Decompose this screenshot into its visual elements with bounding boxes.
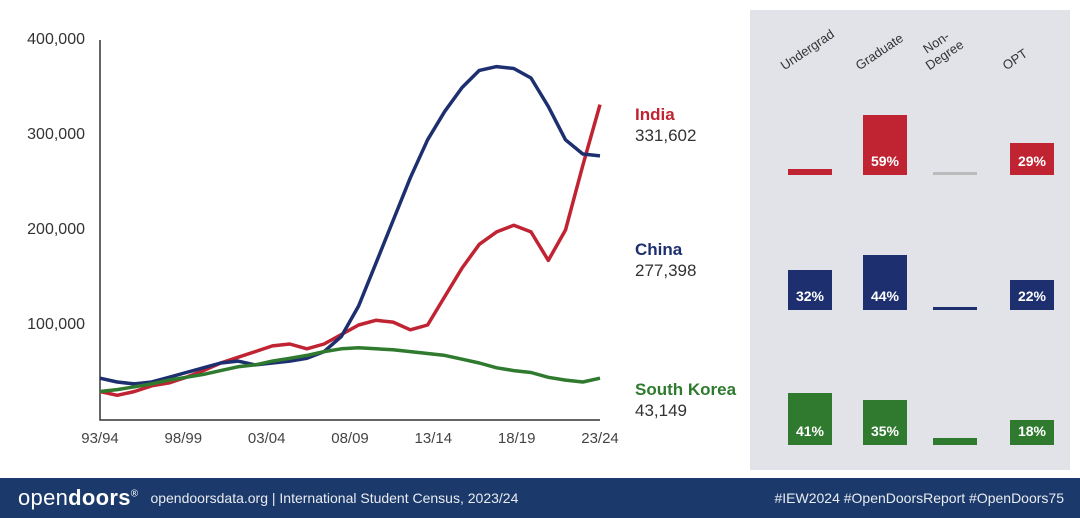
series-china	[100, 67, 600, 384]
bar-pct: 29%	[1010, 153, 1054, 169]
legend-value: 331,602	[635, 125, 696, 147]
bar: 18%	[1010, 420, 1054, 445]
bar-row-india: 59% 29%	[750, 85, 1070, 175]
legend: India331,602 China277,398 South Korea43,14…	[635, 30, 745, 460]
col-label: OPT	[1000, 46, 1031, 73]
footer-tags: #IEW2024 #OpenDoorsReport #OpenDoors75	[774, 490, 1064, 506]
y-tick: 300,000	[27, 126, 85, 144]
x-tick: 03/04	[248, 430, 286, 447]
bar-cell	[925, 355, 985, 445]
bar-cell	[925, 85, 985, 175]
bar-cell: 29%	[1002, 85, 1062, 175]
bar-cell: 22%	[1002, 220, 1062, 310]
x-tick: 18/19	[498, 430, 536, 447]
bar-pct: 41%	[788, 423, 832, 439]
x-tick: 93/94	[81, 430, 119, 447]
bar-cell	[780, 85, 840, 175]
bar-row-china: 32% 44% 22%	[750, 220, 1070, 310]
y-tick: 200,000	[27, 221, 85, 239]
legend-india: India331,602	[635, 105, 696, 147]
bar: 35%	[863, 400, 907, 445]
legend-value: 43,149	[635, 400, 736, 422]
x-tick: 08/09	[331, 430, 369, 447]
bar: 22%	[1010, 280, 1054, 310]
y-tick: 100,000	[27, 316, 85, 334]
legend-name: South Korea	[635, 380, 736, 400]
bar-cell	[925, 220, 985, 310]
bar-cell: 41%	[780, 355, 840, 445]
bar: 44%	[863, 255, 907, 310]
bar	[788, 169, 832, 175]
bar: 59%	[863, 115, 907, 175]
logo-open: open	[18, 485, 68, 510]
bar-cell: 35%	[855, 355, 915, 445]
bar-pct: 18%	[1010, 423, 1054, 439]
bar-pct: 44%	[863, 288, 907, 304]
bar-pct: 32%	[788, 288, 832, 304]
bar: 41%	[788, 393, 832, 445]
plot-area	[100, 40, 600, 420]
bar-cell: 44%	[855, 220, 915, 310]
footer-source: opendoorsdata.org | International Studen…	[150, 490, 518, 506]
series-korea	[100, 348, 600, 392]
legend-name: China	[635, 240, 696, 260]
bar-pct: 59%	[863, 153, 907, 169]
x-tick: 23/24	[581, 430, 619, 447]
col-label: Graduate	[853, 30, 906, 73]
bar-pct: 22%	[1010, 288, 1054, 304]
x-tick: 13/14	[415, 430, 453, 447]
bar: 32%	[788, 270, 832, 310]
bar-row-korea: 41% 35% 18%	[750, 355, 1070, 445]
bar	[933, 172, 977, 175]
plot-svg	[100, 40, 600, 420]
column-labels: Undergrad GraduateNon-Degree OPT	[750, 18, 1070, 73]
col-label: Undergrad	[778, 26, 837, 73]
bar	[933, 438, 977, 445]
category-panel: Undergrad GraduateNon-Degree OPT 59% 29% 32% 4…	[750, 10, 1070, 470]
x-tick: 98/99	[165, 430, 203, 447]
line-chart: 100,000 200,000 300,000 400,000 93/94 98/99 0…	[0, 10, 630, 470]
footer-bar: opendoors® opendoorsdata.org | Internati…	[0, 478, 1080, 518]
logo-doors: doors	[68, 485, 131, 510]
bar: 29%	[1010, 143, 1054, 175]
page: 100,000 200,000 300,000 400,000 93/94 98/99 0…	[0, 0, 1080, 518]
bar-pct: 35%	[863, 423, 907, 439]
legend-name: India	[635, 105, 696, 125]
legend-korea: South Korea43,149	[635, 380, 736, 422]
bar-cell: 59%	[855, 85, 915, 175]
legend-value: 277,398	[635, 260, 696, 282]
y-axis: 100,000 200,000 300,000 400,000	[0, 10, 95, 470]
opendoors-logo: opendoors®	[18, 485, 138, 511]
legend-china: China277,398	[635, 240, 696, 282]
y-tick: 400,000	[27, 31, 85, 49]
col-label: Non-Degree	[914, 24, 966, 73]
bar	[933, 307, 977, 310]
bar-cell: 18%	[1002, 355, 1062, 445]
bar-cell: 32%	[780, 220, 840, 310]
series-india	[100, 105, 600, 396]
